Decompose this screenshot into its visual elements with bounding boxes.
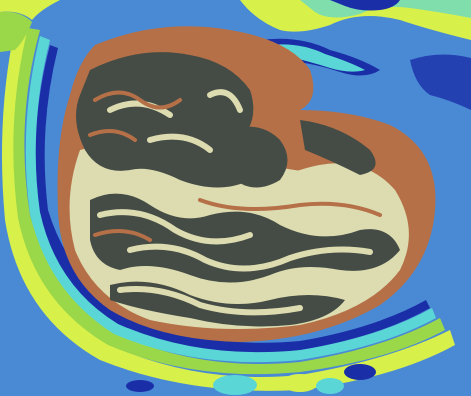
cream-swirls bbox=[97, 89, 373, 316]
dark-gray-folds bbox=[76, 52, 400, 327]
top-right-region bbox=[240, 0, 471, 110]
bottom-blobs bbox=[126, 364, 376, 395]
brown-swirls bbox=[88, 90, 382, 242]
outer-bands bbox=[0, 0, 456, 391]
